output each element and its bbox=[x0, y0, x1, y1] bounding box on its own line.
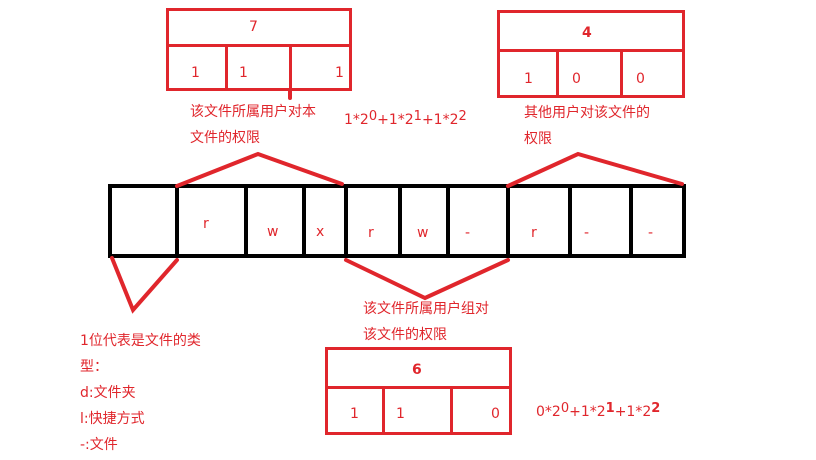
other-bit-write: 0 bbox=[572, 71, 581, 87]
callout-lines bbox=[110, 88, 684, 314]
group-formula-term1: 0*2 bbox=[536, 404, 561, 420]
group-permission-box: 6 1 1 0 bbox=[325, 347, 512, 435]
other-box-sep1 bbox=[556, 52, 559, 95]
perm-cell-other-r: r bbox=[531, 225, 537, 241]
group-bit-write: 1 bbox=[396, 406, 405, 422]
group-label-line1: 该文件所属用户组对 bbox=[363, 301, 489, 317]
owner-label-line1: 该文件所属用户对本 bbox=[190, 104, 316, 120]
perm-cell-owner-x: x bbox=[316, 224, 325, 240]
owner-bit-read: 1 bbox=[191, 65, 200, 81]
other-total: 4 bbox=[582, 25, 592, 41]
owner-formula-term1: 1*2 bbox=[344, 112, 369, 128]
owner-bit-exec: 1 bbox=[335, 65, 344, 81]
type-label-line3: d:文件夹 bbox=[80, 385, 136, 401]
group-total: 6 bbox=[412, 362, 422, 378]
owner-box-sep2 bbox=[289, 47, 292, 88]
other-box-divider bbox=[500, 49, 682, 52]
group-formula-exp2: 1 bbox=[605, 401, 615, 416]
owner-formula-term2: +1*2 bbox=[377, 112, 414, 128]
type-label-line1: 1位代表是文件的类 bbox=[80, 333, 201, 349]
type-label: 1位代表是文件的类 型： d:文件夹 l:快捷方式 -:文件 bbox=[80, 328, 201, 458]
other-bit-read: 1 bbox=[524, 71, 533, 87]
owner-box-divider bbox=[169, 44, 349, 47]
group-label: 该文件所属用户组对 该文件的权限 bbox=[363, 296, 489, 348]
owner-formula-exp3: 2 bbox=[458, 109, 467, 124]
perm-cell-group-r: r bbox=[368, 225, 374, 241]
type-label-line5: -:文件 bbox=[80, 437, 118, 453]
perm-cell-owner-r: r bbox=[203, 216, 209, 232]
group-box-sep1 bbox=[382, 389, 385, 432]
group-formula-exp1: 0 bbox=[560, 401, 570, 416]
owner-box-sep1 bbox=[225, 47, 228, 88]
type-label-line4: l:快捷方式 bbox=[80, 411, 145, 427]
group-label-line2: 该文件的权限 bbox=[363, 327, 447, 343]
other-permission-box: 4 1 0 0 bbox=[497, 10, 685, 98]
owner-label: 该文件所属用户对本 文件的权限 bbox=[190, 99, 316, 151]
other-label: 其他用户对该文件的 权限 bbox=[524, 100, 650, 152]
other-bit-exec: 0 bbox=[636, 71, 645, 87]
group-box-sep2 bbox=[450, 389, 453, 432]
other-box-sep2 bbox=[620, 52, 623, 95]
perm-cell-group-w: w bbox=[417, 225, 429, 241]
owner-formula: 1*20+1*21+1*22 bbox=[344, 109, 467, 128]
owner-bit-write: 1 bbox=[239, 65, 248, 81]
owner-permission-box: 7 1 1 1 bbox=[166, 8, 352, 91]
owner-label-line2: 文件的权限 bbox=[190, 130, 260, 146]
group-bit-exec: 0 bbox=[491, 406, 500, 422]
perm-cell-other-x: - bbox=[648, 225, 654, 241]
other-label-line2: 权限 bbox=[524, 131, 552, 147]
owner-formula-term3: +1*2 bbox=[421, 112, 459, 128]
group-formula-term2: +1*2 bbox=[569, 404, 606, 420]
type-label-line2: 型： bbox=[80, 359, 108, 375]
perm-cell-other-w: - bbox=[584, 225, 590, 241]
group-formula-term3: +1*2 bbox=[614, 404, 652, 420]
perm-cell-group-x: - bbox=[465, 225, 471, 241]
owner-formula-exp2: 1 bbox=[413, 109, 422, 124]
owner-total: 7 bbox=[249, 19, 258, 35]
group-bit-read: 1 bbox=[350, 406, 359, 422]
group-formula: 0*20+1*21+1*22 bbox=[536, 401, 661, 420]
group-formula-exp3: 2 bbox=[651, 401, 661, 416]
other-label-line1: 其他用户对该文件的 bbox=[524, 105, 650, 121]
permission-bar-frame bbox=[108, 184, 686, 258]
owner-formula-exp1: 0 bbox=[368, 109, 378, 124]
perm-cell-owner-w: w bbox=[267, 224, 279, 240]
group-box-divider bbox=[328, 386, 509, 389]
